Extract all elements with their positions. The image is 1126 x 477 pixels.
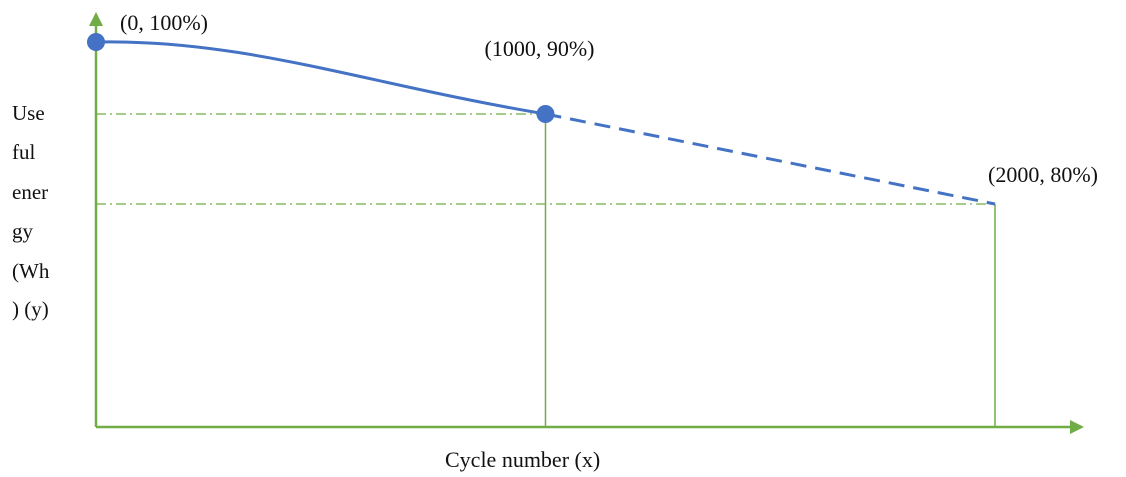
point-markers <box>87 33 555 123</box>
point-labels: (0, 100%) (1000, 90%) (2000, 80%) <box>120 10 1098 187</box>
y-axis-label-line: ener <box>12 180 49 204</box>
point-label-0: (0, 100%) <box>120 10 208 35</box>
axes <box>89 12 1084 434</box>
series-line-solid <box>95 40 546 116</box>
y-axis-label-line: ) (y) <box>12 297 49 321</box>
point-label-2: (2000, 80%) <box>988 162 1098 187</box>
point-label-1: (1000, 90%) <box>485 36 595 61</box>
point-marker-1 <box>536 105 555 123</box>
series-line-dashed <box>545 112 996 206</box>
x-axis-label: Cycle number (x) <box>445 447 601 472</box>
point-marker-0 <box>87 33 105 51</box>
guide-lines <box>96 113 996 427</box>
y-axis-label-line: ful <box>12 140 36 164</box>
y-axis-label-line: Use <box>12 101 45 125</box>
y-axis-label-line: (Wh <box>12 259 50 283</box>
series-lines <box>95 40 996 206</box>
y-axis-label-line: gy <box>12 219 33 243</box>
